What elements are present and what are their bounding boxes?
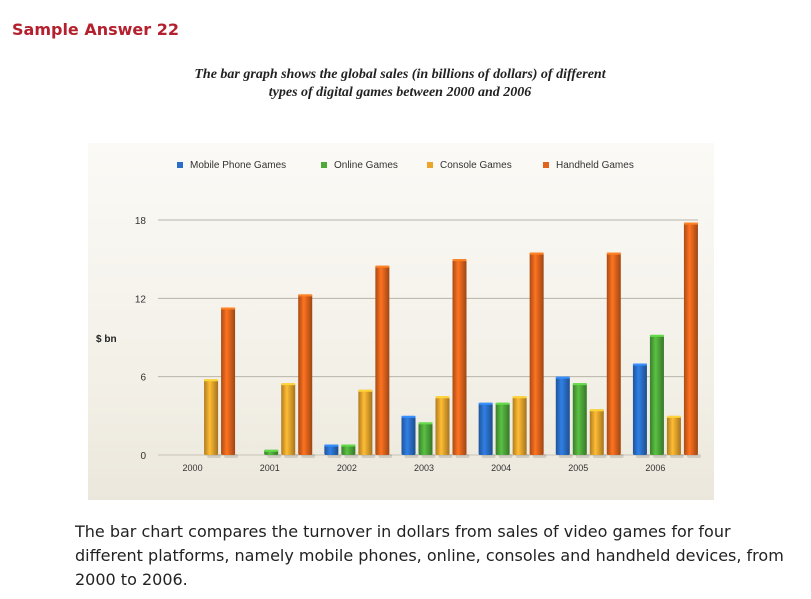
bars (204, 222, 701, 458)
bar-top (529, 252, 544, 255)
x-tick-label: 2000 (183, 463, 203, 473)
bar-top (435, 396, 450, 399)
x-tick-label: 2001 (260, 463, 280, 473)
bar-top (683, 222, 698, 225)
bar-top (478, 402, 493, 405)
legend-label: Console Games (440, 160, 512, 171)
bar (324, 444, 339, 455)
bar-top (452, 259, 467, 262)
bar (649, 334, 664, 455)
bar (452, 259, 467, 455)
bar-top (512, 396, 527, 399)
bar (606, 252, 621, 455)
chart-caption: The bar graph shows the global sales (in… (100, 66, 700, 102)
bar-top (666, 415, 681, 418)
bar (418, 422, 433, 455)
bar (495, 402, 510, 455)
legend-swatch (427, 162, 433, 168)
chart-panel: Mobile Phone Games Online Games Console Ga… (88, 143, 714, 500)
bar-top (606, 252, 621, 255)
bar (478, 402, 493, 455)
y-tick-label: 18 (135, 216, 147, 227)
bar-top (204, 379, 219, 382)
caption-line-2: types of digital games between 2000 and … (268, 85, 532, 100)
bar (555, 376, 570, 455)
bar (375, 265, 390, 455)
bar-top (358, 389, 373, 392)
bar (632, 363, 647, 455)
bar-top (221, 307, 236, 310)
bar (281, 383, 296, 455)
y-tick-label: 12 (135, 294, 147, 305)
legend: Mobile Phone Games Online Games Console Ga… (177, 160, 634, 171)
bar-top (375, 265, 390, 268)
bar (529, 252, 544, 455)
x-tick-label: 2003 (414, 463, 434, 473)
bar (341, 444, 356, 455)
x-tick-label: 2004 (491, 463, 511, 473)
bar-top (281, 383, 296, 386)
bar (512, 396, 527, 455)
summary-paragraph: The bar chart compares the turnover in d… (75, 522, 784, 589)
bar (401, 415, 416, 455)
legend-label: Handheld Games (556, 160, 634, 171)
page-heading: Sample Answer 22 (12, 20, 180, 39)
legend-swatch (177, 162, 183, 168)
bar (589, 409, 604, 455)
y-axis: 0 6 12 18 $ bn (96, 216, 146, 462)
bar-top (341, 444, 356, 447)
legend-label: Mobile Phone Games (190, 160, 286, 171)
bar (572, 383, 587, 455)
bar-top (418, 422, 433, 425)
x-tick-label: 2006 (645, 463, 665, 473)
x-tick-label: 2005 (568, 463, 588, 473)
y-tick-label: 6 (140, 373, 146, 384)
bar (358, 389, 373, 455)
bar-top (495, 402, 510, 405)
bar-top (401, 415, 416, 418)
y-tick-label: 0 (140, 451, 146, 462)
legend-label: Online Games (334, 160, 398, 171)
bar-top (572, 383, 587, 386)
bar (435, 396, 450, 455)
bar (683, 222, 698, 455)
bar (221, 307, 236, 455)
bar-top (298, 294, 313, 297)
bar (204, 379, 219, 455)
bar-top (589, 409, 604, 412)
x-axis-labels: 2000 2001 2002 2003 2004 2005 2006 (183, 463, 666, 473)
caption-line-1: The bar graph shows the global sales (in… (194, 67, 606, 82)
legend-swatch (543, 162, 549, 168)
bar (298, 294, 313, 455)
y-axis-label: $ bn (96, 334, 117, 345)
bar-top (555, 376, 570, 379)
bar (666, 415, 681, 455)
bar-chart: Mobile Phone Games Online Games Console Ga… (96, 160, 701, 473)
bar-top (632, 363, 647, 366)
bar-top (649, 334, 664, 337)
bar-top (324, 444, 339, 447)
legend-swatch (321, 162, 327, 168)
x-tick-label: 2002 (337, 463, 357, 473)
bar-top (264, 449, 279, 452)
